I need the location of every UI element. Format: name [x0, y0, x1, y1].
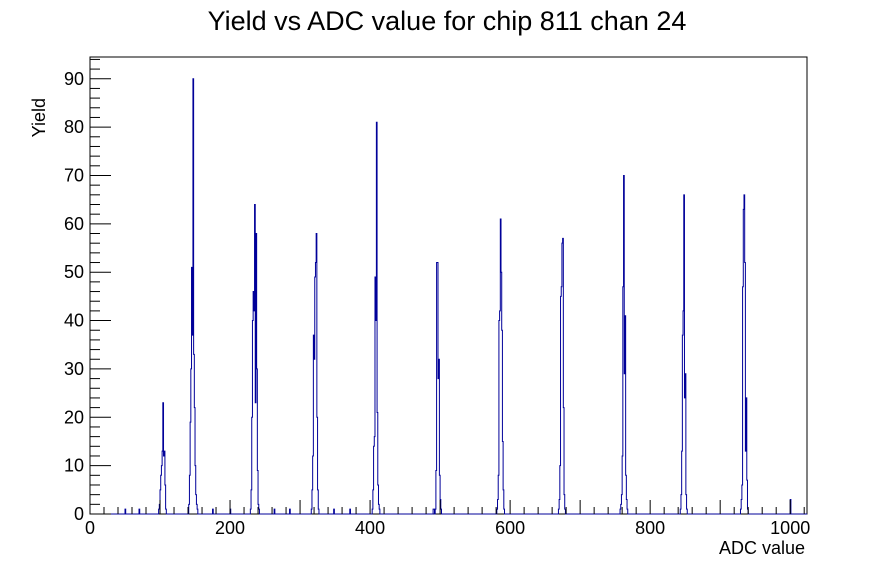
y-tick-label: 60 — [64, 214, 84, 234]
y-tick-label: 80 — [64, 117, 84, 137]
y-tick-label: 40 — [64, 311, 84, 331]
x-tick-label: 600 — [495, 518, 525, 538]
y-tick-label: 50 — [64, 262, 84, 282]
x-axis: 0 200 400 600 800 1000 — [85, 500, 810, 538]
x-tick-label: 400 — [355, 518, 385, 538]
y-tick-label: 0 — [74, 504, 84, 524]
x-tick-label: 0 — [85, 518, 95, 538]
y-axis-label: Yield — [29, 98, 49, 137]
y-tick-label: 10 — [64, 456, 84, 476]
chart-title: Yield vs ADC value for chip 811 chan 24 — [208, 6, 687, 36]
y-axis: 0 10 20 30 40 50 60 70 80 90 — [64, 58, 111, 524]
x-tick-label: 800 — [635, 518, 665, 538]
y-tick-label: 20 — [64, 407, 84, 427]
x-axis-label: ADC value — [719, 538, 805, 558]
histogram-line — [90, 78, 807, 515]
y-tick-label: 90 — [64, 69, 84, 89]
y-tick-label: 70 — [64, 165, 84, 185]
x-tick-label: 200 — [215, 518, 245, 538]
x-tick-label: 1000 — [770, 518, 810, 538]
plot-frame — [89, 56, 808, 515]
y-tick-label: 30 — [64, 359, 84, 379]
